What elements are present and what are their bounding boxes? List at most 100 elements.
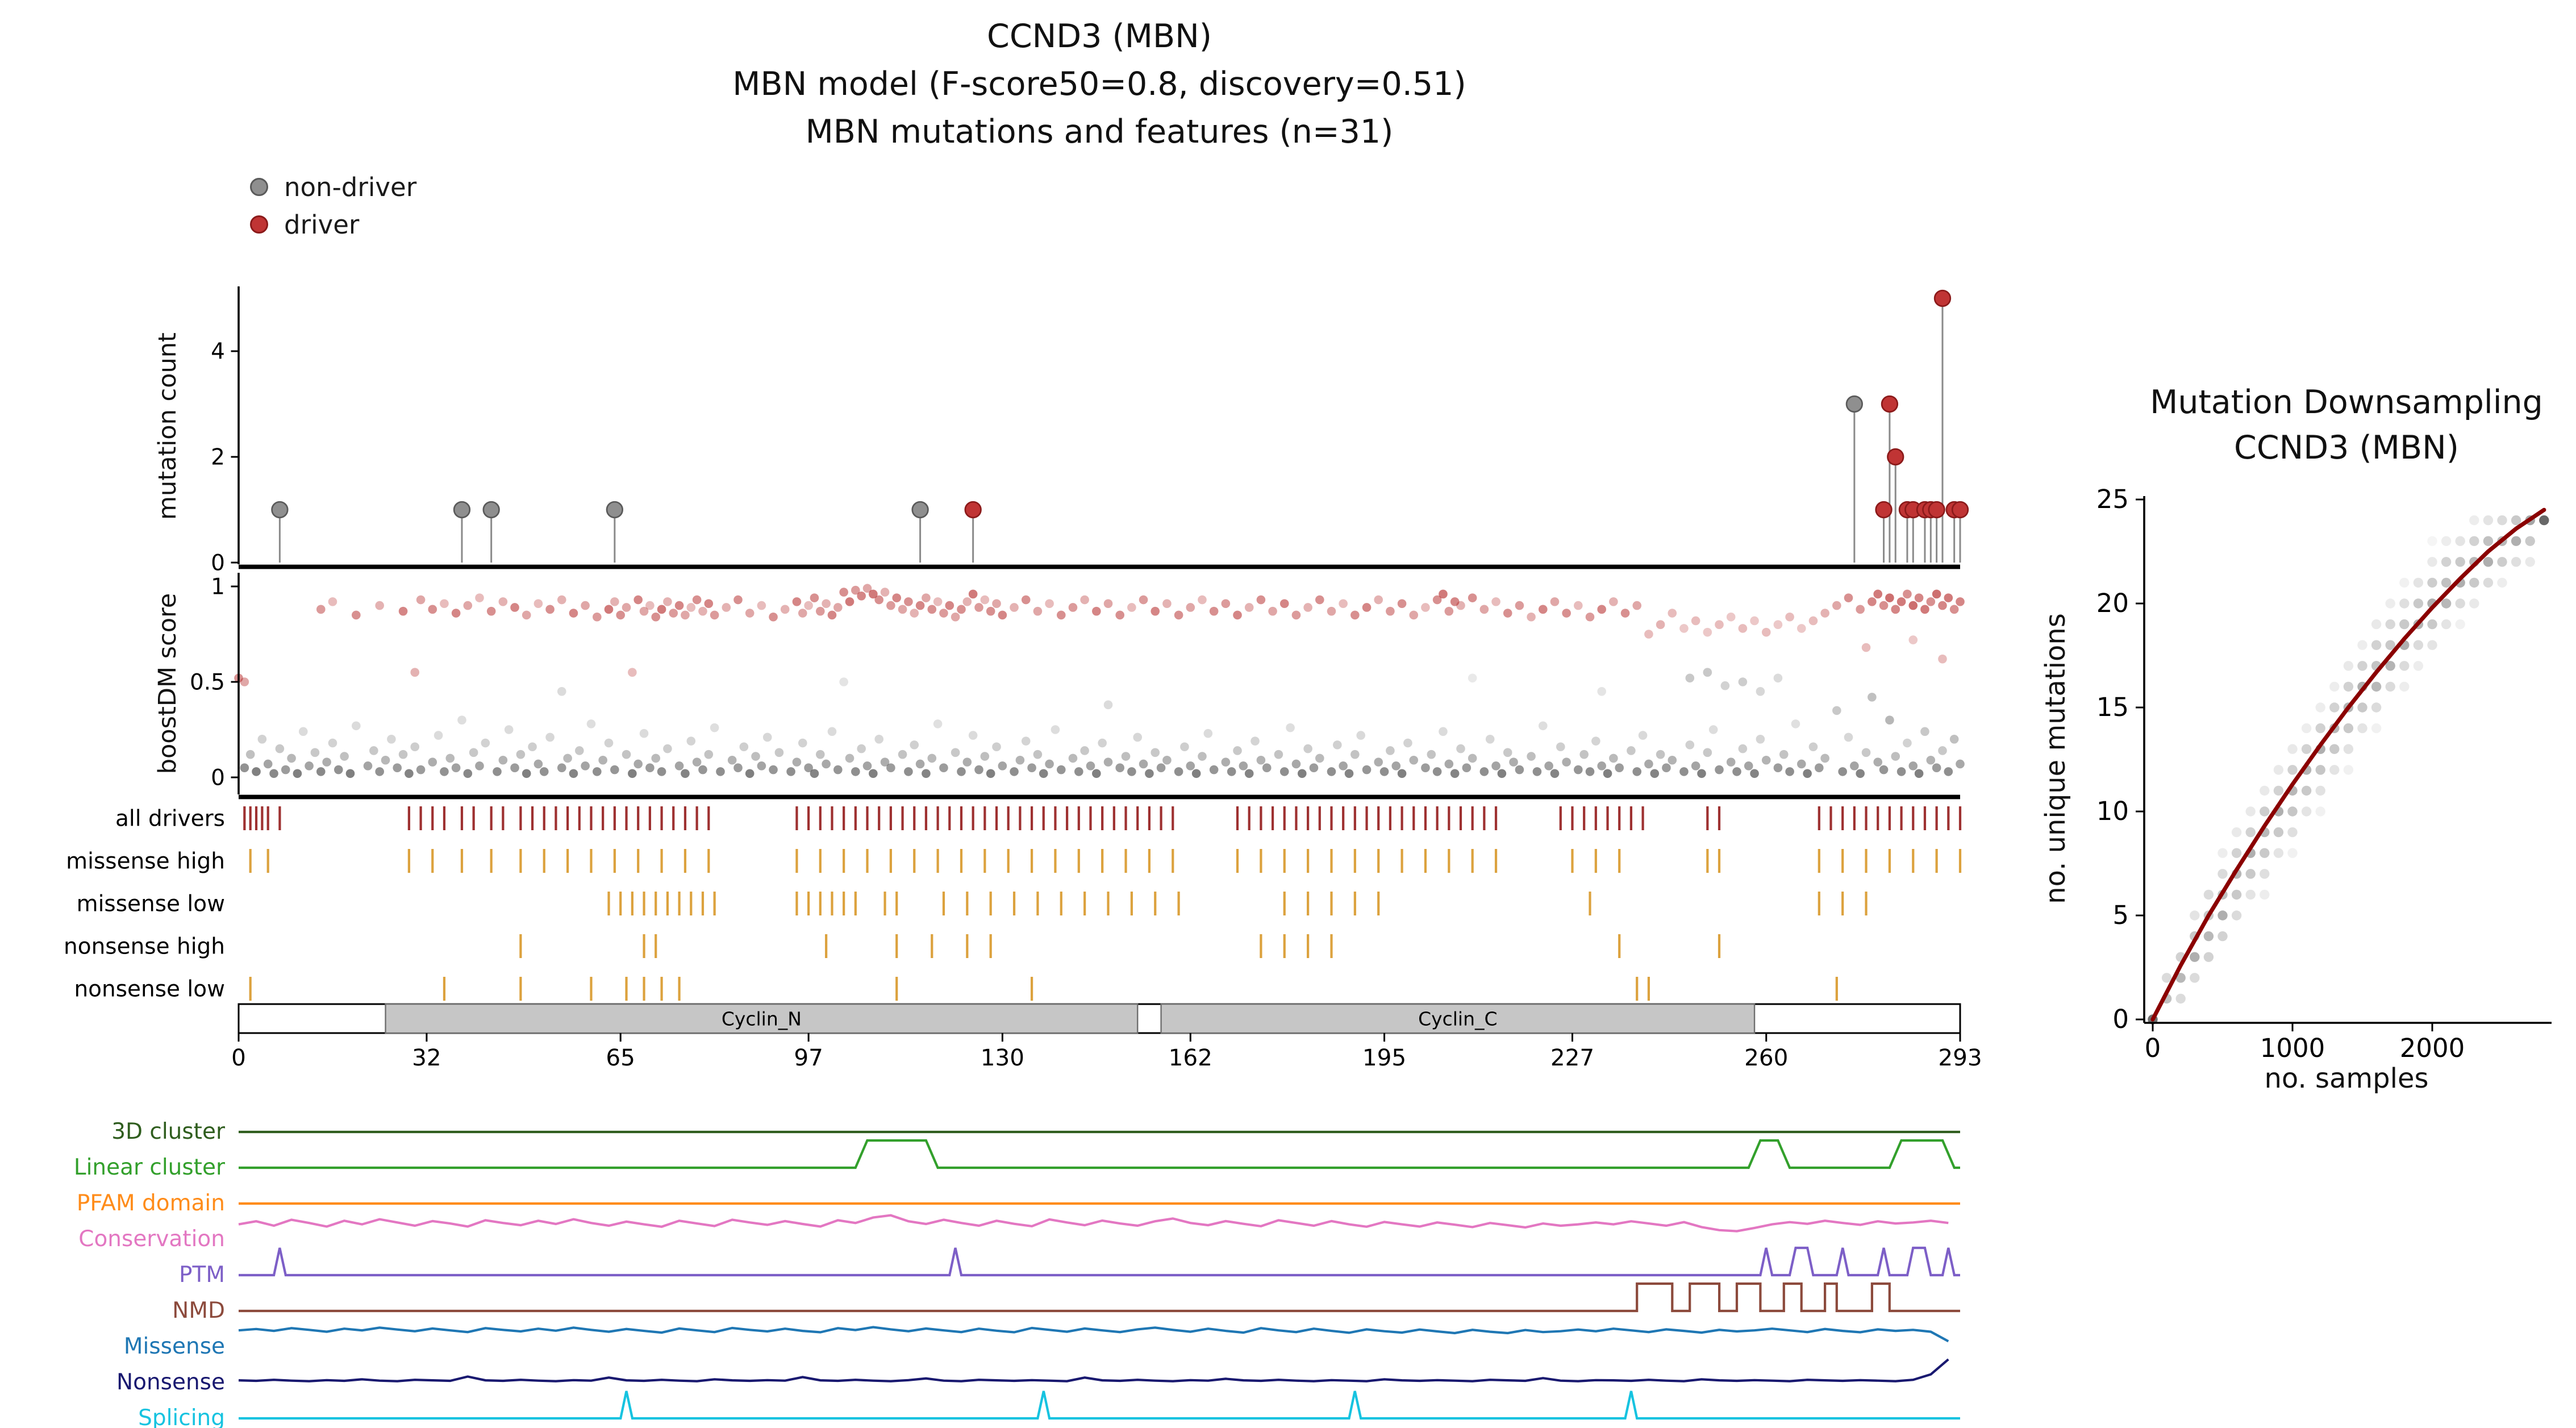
samples-axis-label: no. samples xyxy=(2264,1063,2429,1094)
boostdm-nondriver-point xyxy=(1756,734,1765,744)
boostdm-nondriver-point xyxy=(1756,686,1765,696)
boostdm-nondriver-point xyxy=(1209,765,1219,775)
boostdm-nondriver-point xyxy=(563,753,572,763)
boostdm-nondriver-point xyxy=(1286,723,1295,732)
boostdm-nondriver-point xyxy=(1479,767,1489,776)
boostdm-nondriver-point xyxy=(528,742,537,752)
boostdm-nondriver-point xyxy=(574,746,584,755)
domain-label: Cyclin_C xyxy=(1418,1007,1497,1030)
downsampling-point xyxy=(2245,869,2256,879)
boostdm-driver-point xyxy=(1679,624,1689,633)
boostdm-driver-point xyxy=(428,605,437,614)
boostdm-nondriver-point xyxy=(1074,767,1083,776)
downsampling-point xyxy=(2315,765,2325,775)
boostdm-driver-point xyxy=(410,668,420,677)
boostdm-driver-point xyxy=(1010,603,1019,612)
boostdm-nondriver-point xyxy=(1485,734,1495,744)
boostdm-nondriver-point xyxy=(1850,761,1859,771)
boostdm-driver-point xyxy=(986,606,995,616)
boostdm-driver-point xyxy=(475,593,484,602)
downsampling-point xyxy=(2301,785,2312,796)
boostdm-nondriver-point xyxy=(998,761,1007,771)
boostdm-driver-point xyxy=(1785,612,1794,622)
boostdm-nondriver-point xyxy=(1938,746,1947,755)
boostdm-nondriver-point xyxy=(1191,769,1201,778)
boostdm-nondriver-point xyxy=(1944,767,1953,776)
downsampling-fit-curve xyxy=(2150,507,2546,1022)
boostdm-driver-point xyxy=(869,589,878,599)
boostdm-nondriver-point xyxy=(1439,727,1448,736)
downsampling-point xyxy=(2441,536,2452,546)
boostdm-driver-point xyxy=(962,597,972,606)
downsampling-point xyxy=(2371,619,2382,630)
boostdm-nondriver-point xyxy=(1715,765,1724,775)
boostdm-driver-point xyxy=(440,599,449,609)
boostdm-driver-point xyxy=(1562,609,1571,618)
boostdm-driver-point xyxy=(910,609,919,618)
boostdm-driver-point xyxy=(1080,595,1089,605)
feature-track-label: NMD xyxy=(172,1298,225,1323)
boostdm-driver-point xyxy=(1386,606,1395,616)
boostdm-nondriver-point xyxy=(992,742,1001,752)
boostdm-nondriver-point xyxy=(1203,728,1213,738)
boostdm-driver-point xyxy=(1515,601,1524,610)
boostdm-driver-point xyxy=(1879,601,1889,610)
downsampling-point xyxy=(2413,577,2424,588)
boostdm-driver-point xyxy=(804,601,813,610)
boostdm-driver-point xyxy=(1233,610,1242,620)
boostdm-driver-point xyxy=(1738,624,1748,633)
boostdm-nondriver-point xyxy=(1515,765,1524,775)
downsampling-point xyxy=(2455,557,2465,567)
boostdm-nondriver-point xyxy=(1227,767,1236,776)
boostdm-nondriver-point xyxy=(1697,769,1706,778)
downsampling-point xyxy=(2260,785,2270,796)
boostdm-driver-point xyxy=(1844,593,1853,602)
boostdm-nondriver-point xyxy=(1779,750,1789,759)
axis-tick-label: 293 xyxy=(1938,1044,1982,1071)
boostdm-nondriver-point xyxy=(245,750,255,759)
downsampling-point xyxy=(2260,806,2270,817)
boostdm-nondriver-point xyxy=(633,759,643,769)
boostdm-driver-point xyxy=(510,603,519,612)
downsampling-title-line-1: Mutation Downsampling xyxy=(2150,384,2543,421)
axis-tick-label: 25 xyxy=(2096,484,2129,514)
downsampling-point xyxy=(2399,598,2410,609)
feature-track-label: 3D cluster xyxy=(111,1119,226,1144)
boostdm-nondriver-point xyxy=(622,750,631,759)
boostdm-driver-point xyxy=(1450,597,1460,606)
boostdm-nondriver-point xyxy=(1773,763,1783,772)
boostdm-nondriver-point xyxy=(457,715,466,725)
boostdm-driver-point xyxy=(1221,599,1231,609)
downsampling-point xyxy=(2217,848,2228,858)
legend: non-driver driver xyxy=(250,168,416,243)
downsampling-point xyxy=(2357,661,2367,671)
boostdm-driver-point xyxy=(1861,643,1871,652)
boostdm-driver-point xyxy=(545,605,555,614)
boostdm-nondriver-point xyxy=(1856,769,1865,778)
boostdm-driver-point xyxy=(1362,603,1372,612)
boostdm-nondriver-point xyxy=(681,769,690,778)
boostdm-nondriver-point xyxy=(833,765,843,775)
domain-box xyxy=(1160,1003,1756,1034)
boostdm-nondriver-point xyxy=(1303,744,1312,753)
boostdm-nondriver-point xyxy=(1662,763,1671,772)
rug-row-label: all drivers xyxy=(115,806,225,831)
boostdm-nondriver-point xyxy=(405,769,414,778)
driver-mutation-marker xyxy=(1887,448,1904,466)
downsampling-point xyxy=(2175,993,2186,1004)
downsampling-point xyxy=(2190,952,2200,962)
axis-tick-label: 0 xyxy=(231,1044,246,1071)
boostdm-driver-point xyxy=(1896,597,1906,606)
boostdm-driver-point xyxy=(1808,616,1818,626)
boostdm-driver-point xyxy=(1949,605,1959,614)
boostdm-driver-point xyxy=(798,609,807,618)
boostdm-nondriver-point xyxy=(539,767,549,776)
boostdm-driver-point xyxy=(651,612,661,622)
downsampling-point xyxy=(2385,661,2395,671)
feature-track-line xyxy=(238,1326,1949,1343)
boostdm-driver-point xyxy=(352,610,361,620)
boostdm-nondriver-point xyxy=(475,761,484,771)
boostdm-driver-point xyxy=(1820,609,1829,618)
axis-tick-label: 0.5 xyxy=(190,669,225,695)
